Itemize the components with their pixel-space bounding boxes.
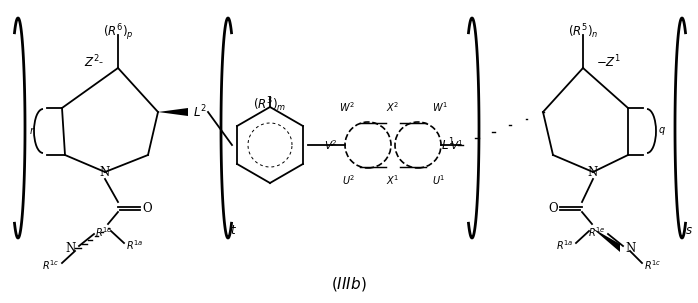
Text: $s$: $s$ bbox=[685, 224, 693, 237]
Polygon shape bbox=[592, 228, 620, 252]
Text: $W^2$: $W^2$ bbox=[339, 100, 355, 114]
Text: $q$: $q$ bbox=[658, 125, 666, 137]
Text: $V^2$: $V^2$ bbox=[325, 138, 338, 152]
Text: $R^{1a}$: $R^{1a}$ bbox=[126, 238, 144, 252]
Text: $-Z^1$: $-Z^1$ bbox=[596, 54, 621, 70]
Text: $U^1$: $U^1$ bbox=[432, 173, 445, 187]
Text: $R^{1e}$: $R^{1e}$ bbox=[588, 225, 606, 239]
Text: $Z^2$-: $Z^2$- bbox=[84, 54, 104, 70]
Text: $r$: $r$ bbox=[29, 125, 36, 136]
Text: N: N bbox=[625, 241, 635, 255]
Text: $(R^5)_n$: $(R^5)_n$ bbox=[567, 22, 598, 41]
Text: O: O bbox=[549, 201, 558, 215]
Text: N: N bbox=[100, 165, 110, 178]
Text: $L^1$: $L^1$ bbox=[441, 137, 455, 153]
Text: $L^2$: $L^2$ bbox=[193, 104, 207, 120]
Text: $U^2$: $U^2$ bbox=[341, 173, 355, 187]
Text: $W^1$: $W^1$ bbox=[432, 100, 448, 114]
Text: $R^{1e}$: $R^{1e}$ bbox=[95, 225, 113, 239]
Text: $R^{1c}$: $R^{1c}$ bbox=[644, 258, 662, 272]
Text: $t$: $t$ bbox=[230, 224, 237, 237]
Text: $R^{1c}$: $R^{1c}$ bbox=[43, 258, 60, 272]
Text: $(IIIb)$: $(IIIb)$ bbox=[331, 275, 367, 293]
Text: $V^1$: $V^1$ bbox=[450, 138, 464, 152]
Text: N: N bbox=[588, 165, 598, 178]
Text: O: O bbox=[142, 201, 151, 215]
Text: N: N bbox=[66, 241, 76, 255]
Text: $X^1$: $X^1$ bbox=[386, 173, 400, 187]
Text: $(R^6)_p$: $(R^6)_p$ bbox=[103, 22, 133, 43]
Text: $R^{1a}$: $R^{1a}$ bbox=[556, 238, 574, 252]
Text: $X^2$: $X^2$ bbox=[386, 100, 400, 114]
Polygon shape bbox=[158, 108, 188, 116]
Text: $(R^3)_m$: $(R^3)_m$ bbox=[253, 95, 287, 114]
